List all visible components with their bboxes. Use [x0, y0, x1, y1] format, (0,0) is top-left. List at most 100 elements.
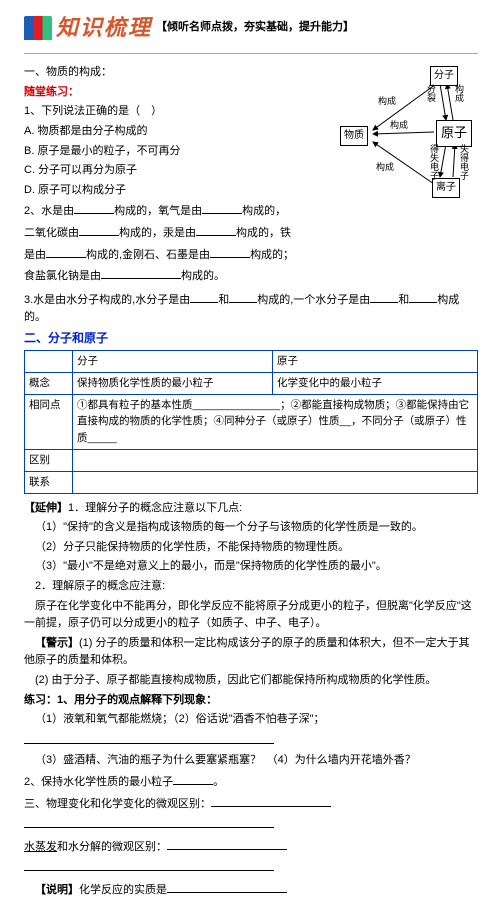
q1-b: B. 原子是最小的粒子，不可再分	[24, 143, 322, 161]
blank[interactable]	[79, 223, 119, 236]
q2-l2c: 构成的，铁	[236, 227, 291, 239]
ext-2-1: 原子在化学变化中不能再分，即化学反应不能将原子分成更小的粒子，但脱离"化学反应"…	[24, 598, 478, 633]
section-1-wrapper: 一、物质的构成： 随堂练习： 1、下列说法正确的是（ ） A. 物质都是由分子构…	[24, 62, 478, 288]
table-col-atom: 原子	[273, 351, 478, 373]
blank[interactable]	[211, 794, 331, 807]
q2-l3c: 构成的；	[250, 249, 294, 261]
water-line: 水蒸发和水分解的微观区别：	[24, 837, 478, 857]
blank[interactable]	[167, 880, 287, 893]
blank[interactable]	[202, 201, 242, 214]
practice-2-heading: 练习：1、用分子的观点解释下列现象：	[24, 692, 478, 710]
table-col-molecule: 分子	[73, 351, 273, 373]
practice-label: 随堂练习：	[24, 84, 322, 102]
blank[interactable]	[370, 290, 398, 303]
divider	[24, 53, 478, 54]
ext-l1-head: 1．理解分子的概念应注意以下几点:	[68, 502, 242, 514]
q3-p1: 和	[218, 294, 229, 306]
q2-line4: 食盐氯化钠是由 构成的。	[24, 266, 322, 286]
q2-p2: 构成的，	[242, 205, 286, 217]
diagram-label-lose-gain: 失得电子	[458, 144, 468, 180]
page-header: 知识梳理 【倾听名师点拨，夯实基础，提升能力】	[24, 10, 478, 45]
section-1-heading: 一、物质的构成：	[24, 64, 322, 82]
explain-text: 化学反应的实质是	[79, 884, 167, 896]
blank[interactable]	[167, 837, 287, 850]
q2-p1: 构成的，氧气是由	[114, 205, 202, 217]
explain-label: 【说明】	[35, 884, 79, 896]
diagram-node-atom: 原子	[436, 120, 472, 147]
q2-l3b: 构成的,金刚石、石墨是由	[86, 249, 210, 261]
extension-label: 【延伸】	[24, 502, 68, 514]
water-evap: 水蒸发	[24, 841, 57, 853]
table-row-link: 联系	[25, 471, 73, 493]
explain-line: 【说明】化学反应的实质是	[24, 880, 478, 900]
q2-l4a: 食盐氯化钠是由	[24, 270, 101, 282]
table-cell-concept-molecule: 保持物质化学性质的最小粒子	[73, 372, 273, 394]
blank[interactable]	[46, 245, 86, 258]
table-cell-diff[interactable]	[73, 450, 478, 472]
blank[interactable]	[196, 223, 236, 236]
warn-line-1: 【警示】(1) 分子的质量和体积一定比构成该分子的原子的质量和体积大，但不一定大…	[24, 635, 478, 670]
diagram-label-split: 分裂	[428, 84, 438, 102]
blank-line-1[interactable]	[24, 731, 478, 751]
q3-p3: 和	[398, 294, 409, 306]
blank[interactable]	[210, 245, 250, 258]
main-title: 知识梳理	[56, 10, 152, 45]
p2-q3: （3）盛酒精、汽油的瓶子为什么要塞紧瓶塞？ （4）为什么墙内开花墙外香？	[24, 752, 478, 770]
section-3-heading: 三、物理变化和化学变化的微观区别：	[24, 798, 211, 810]
warn-2: (2) 由于分子、原子都能直接构成物质，因此它们都能保持所构成物质的化学性质。	[24, 672, 478, 690]
ext-1-3: （3）"最小"不是绝对意义上的最小，而是"保持物质的化学性质的最小"。	[24, 558, 478, 576]
diagram-label-compose-1: 构成	[378, 94, 396, 108]
section-1-text: 一、物质的构成： 随堂练习： 1、下列说法正确的是（ ） A. 物质都是由分子构…	[24, 62, 322, 288]
ext-1-1: （1）"保持"的含义是指构成该物质的每一个分子与该物质的化学性质是一致的。	[24, 519, 478, 537]
ext-1-2: （2）分子只能保持物质的化学性质，不能保持物质的物理性质。	[24, 539, 478, 557]
q1-d: D. 原子可以构成分子	[24, 182, 322, 200]
extension-heading: 【延伸】1．理解分子的概念应注意以下几点:	[24, 500, 478, 518]
q3-line: 3.水是由水分子构成的,水分子是由和构成的,一个水分子是由和构成的。	[24, 290, 478, 327]
water-rest: 和水分解的微观区别：	[57, 841, 167, 853]
q2-line2: 二氧化碳由 构成的，汞是由 构成的，铁	[24, 223, 322, 243]
section-3-line: 三、物理变化和化学变化的微观区别：	[24, 794, 478, 814]
table-cell-link[interactable]	[73, 471, 478, 493]
blank[interactable]	[101, 266, 181, 279]
q2-prefix: 2、水是由	[24, 205, 74, 217]
p2-q2-line: 2、保持水化学性质的最小粒子。	[24, 772, 478, 792]
diagram-node-matter: 物质	[340, 126, 368, 146]
table-row-concept: 概念	[25, 372, 73, 394]
blank[interactable]	[190, 290, 218, 303]
q3-prefix: 3.水是由水分子构成的,水分子是由	[24, 294, 190, 306]
q1: 1、下列说法正确的是（ ）	[24, 103, 322, 121]
blank-line-2[interactable]	[24, 815, 478, 835]
q2-l3a: 是由	[24, 249, 46, 261]
ext-2-head: 2．理解原子的概念应注意:	[24, 578, 478, 596]
table-row-diff: 区别	[25, 450, 73, 472]
blank[interactable]	[74, 201, 114, 214]
q2-l2a: 二氧化碳由	[24, 227, 79, 239]
q1-a: A. 物质都是由分子构成的	[24, 123, 322, 141]
p2-q2-heading: 2、保持水化学性质的最小粒子	[24, 776, 173, 788]
diagram-label-gain-lose: 得失电子	[428, 144, 438, 180]
q2-line1: 2、水是由 构成的，氧气是由 构成的，	[24, 201, 322, 221]
diagram-label-compose-2: 构成	[456, 84, 466, 102]
blank[interactable]	[173, 772, 213, 785]
table-cell-same: ①都具有粒子的基本性质_______________；②都能直接构成物质；③都能…	[73, 394, 478, 449]
q2-line3: 是由 构成的,金刚石、石墨是由 构成的；	[24, 245, 322, 265]
q3-p2: 构成的,一个水分子是由	[257, 294, 370, 306]
compare-table: 分子 原子 概念 保持物质化学性质的最小粒子 化学变化中的最小粒子 相同点 ①都…	[24, 350, 478, 494]
diagram-node-ion: 离子	[432, 178, 460, 198]
q1-c: C. 分子可以再分为原子	[24, 162, 322, 180]
q2-l2b: 构成的，汞是由	[119, 227, 196, 239]
p2-q1: （1）液氧和氧气都能燃烧；（2）俗话说"酒香不怕巷子深"；	[24, 711, 478, 729]
blank[interactable]	[409, 290, 437, 303]
concept-diagram: 分子 物质 原子 离子 构成 分裂 构成 构成 构成 得失电子 失得电子	[328, 62, 478, 202]
diagram-label-compose-3: 构成	[390, 118, 408, 132]
diagram-label-compose-4: 构成	[376, 160, 394, 174]
blank[interactable]	[229, 290, 257, 303]
section-2-heading: 二、分子和原子	[24, 329, 478, 348]
warn-label: 【警示】	[35, 637, 79, 649]
warn-1: (1) 分子的质量和体积一定比构成该分子的原子的质量和体积大，但不一定大于其他原…	[24, 637, 470, 667]
table-cell-concept-atom: 化学变化中的最小粒子	[273, 372, 478, 394]
blank-line-3[interactable]	[24, 858, 478, 878]
subtitle: 【倾听名师点拨，夯实基础，提升能力】	[156, 19, 354, 37]
table-row-same: 相同点	[25, 394, 73, 449]
q2-l4b: 构成的。	[181, 270, 225, 282]
